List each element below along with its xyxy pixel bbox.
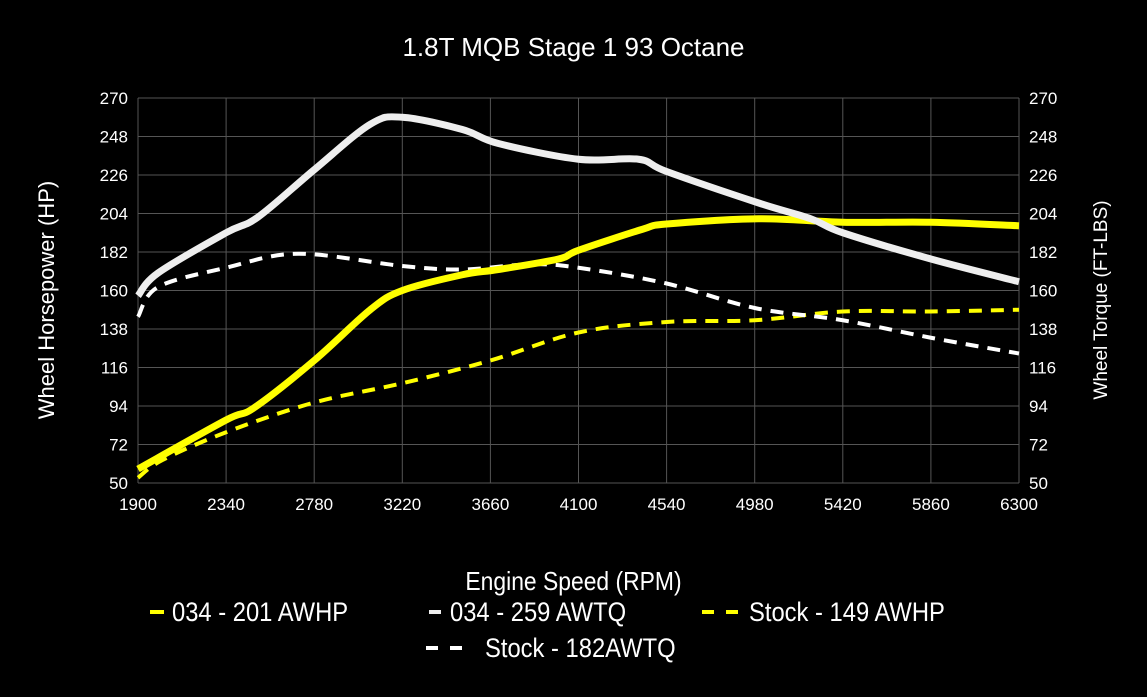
x-tick-label: 2780 <box>295 495 333 514</box>
y-tick-label-right: 94 <box>1029 397 1048 416</box>
y-tick-label-right: 226 <box>1029 166 1057 185</box>
x-tick-label: 3220 <box>383 495 421 514</box>
y-tick-label-right: 160 <box>1029 282 1057 301</box>
legend-item-034-hp: 034 - 201 AWHP <box>172 597 349 627</box>
x-tick-label: 3660 <box>471 495 509 514</box>
y-axis-label-right: Wheel Torque (FT-LBS) <box>1091 200 1112 400</box>
legend-item-stock-tq: Stock - 182AWTQ <box>485 633 676 663</box>
x-tick-label: 1900 <box>119 495 157 514</box>
y-tick-label-left: 160 <box>100 282 128 301</box>
x-tick-label: 4540 <box>648 495 686 514</box>
x-tick-label: 5860 <box>912 495 950 514</box>
y-tick-label-left: 72 <box>109 436 128 455</box>
x-tick-label: 6300 <box>1000 495 1038 514</box>
x-tick-label: 4100 <box>560 495 598 514</box>
legend-item-034-tq: 034 - 259 AWTQ <box>450 597 627 627</box>
y-tick-label-right: 50 <box>1029 474 1048 493</box>
x-axis-label: Engine Speed (RPM) <box>465 566 682 596</box>
y-tick-label-left: 138 <box>100 320 128 339</box>
legend-item-stock-hp: Stock - 149 AWHP <box>749 597 945 627</box>
x-tick-label: 4980 <box>736 495 774 514</box>
y-tick-label-left: 204 <box>100 205 128 224</box>
y-tick-label-left: 116 <box>101 359 128 378</box>
y-tick-label-right: 270 <box>1029 89 1057 108</box>
x-tick-label: 2340 <box>207 495 245 514</box>
y-tick-label-left: 248 <box>100 128 128 147</box>
series-line-1 <box>135 113 1020 299</box>
y-tick-label-left: 270 <box>100 89 128 108</box>
y-tick-label-right: 248 <box>1029 128 1057 147</box>
y-tick-label-right: 138 <box>1029 320 1057 339</box>
series-line-2 <box>136 307 1020 480</box>
y-tick-label-right: 182 <box>1029 243 1057 262</box>
y-tick-label-right: 72 <box>1029 436 1048 455</box>
y-tick-label-left: 50 <box>109 474 128 493</box>
x-tick-label: 5420 <box>824 495 862 514</box>
y-axis-label-left: Wheel Horsepower (HP) <box>34 180 59 420</box>
y-tick-label-left: 182 <box>100 243 128 262</box>
y-tick-label-right: 116 <box>1029 359 1056 378</box>
y-tick-label-left: 94 <box>109 397 128 416</box>
chart-title: 1.8T MQB Stage 1 93 Octane <box>402 32 745 62</box>
y-tick-label-right: 204 <box>1029 205 1057 224</box>
y-tick-label-left: 226 <box>100 166 128 185</box>
